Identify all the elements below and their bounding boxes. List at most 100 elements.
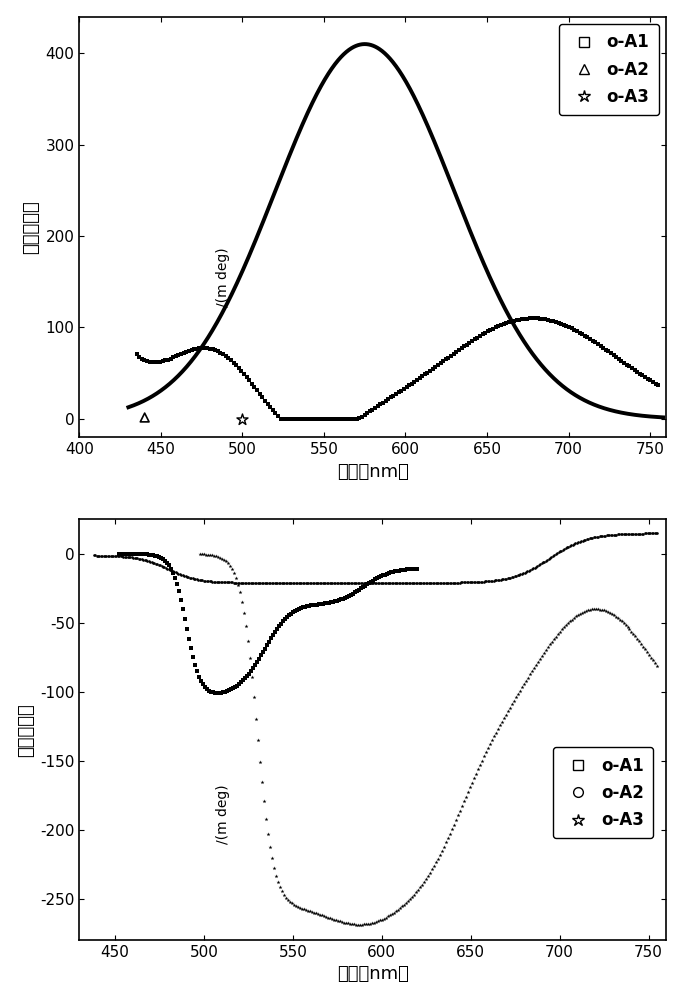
- Point: [626, 624, 637, 640]
- Point: [564, 538, 575, 554]
- Point: [614, 612, 625, 628]
- Point: [421, 871, 432, 887]
- Point: [435, 355, 446, 371]
- Point: [572, 535, 583, 551]
- Point: [345, 916, 356, 932]
- Point: [203, 573, 214, 589]
- Point: [560, 540, 571, 556]
- Point: [137, 546, 148, 562]
- Point: [519, 311, 530, 327]
- Point: [297, 575, 308, 591]
- Point: [533, 557, 544, 573]
- Point: [220, 574, 231, 590]
- Point: [357, 409, 367, 425]
- Point: [269, 860, 280, 876]
- Point: [94, 548, 104, 564]
- Point: [243, 633, 254, 649]
- Point: [497, 571, 507, 587]
- Point: [510, 689, 521, 705]
- Point: [179, 568, 190, 584]
- Point: [320, 909, 331, 925]
- Point: [561, 318, 572, 334]
- Point: [467, 574, 478, 590]
- Point: [311, 905, 322, 921]
- Point: [614, 526, 625, 542]
- Point: [409, 374, 420, 390]
- Point: [382, 908, 393, 924]
- Point: [491, 572, 502, 588]
- Point: [269, 575, 280, 591]
- Point: [567, 537, 578, 553]
- Point: [207, 574, 218, 590]
- Point: [522, 311, 533, 327]
- Point: [378, 911, 389, 927]
- Point: [233, 577, 244, 593]
- Point: [385, 575, 396, 591]
- Point: [612, 610, 623, 626]
- Point: [206, 684, 217, 700]
- Point: [525, 666, 535, 682]
- Point: [400, 562, 410, 578]
- Point: [456, 340, 467, 356]
- Point: [550, 546, 561, 562]
- Point: [584, 530, 595, 546]
- Point: [490, 572, 501, 588]
- Point: [153, 557, 164, 573]
- Point: [593, 529, 604, 545]
- Point: [563, 539, 574, 555]
- Point: [171, 565, 182, 581]
- Point: [183, 631, 194, 647]
- Point: [645, 372, 656, 388]
- Point: [515, 566, 526, 582]
- Point: [518, 565, 529, 581]
- Point: [261, 575, 272, 591]
- Point: [568, 610, 579, 626]
- Point: [303, 903, 313, 919]
- Point: [615, 526, 626, 542]
- Point: [305, 597, 316, 613]
- Point: [195, 673, 206, 689]
- Point: [514, 312, 525, 328]
- Point: [122, 549, 133, 565]
- Point: [639, 369, 650, 385]
- Point: [502, 703, 513, 719]
- Point: [325, 411, 336, 427]
- Point: [368, 575, 379, 591]
- Point: [416, 575, 427, 591]
- Point: [417, 575, 428, 591]
- Point: [529, 560, 540, 576]
- Point: [457, 574, 468, 590]
- Point: [512, 567, 523, 583]
- Point: [462, 574, 473, 590]
- Point: [348, 916, 359, 932]
- Point: [646, 650, 657, 666]
- Point: [365, 916, 376, 932]
- Point: [378, 567, 389, 583]
- Point: [186, 342, 197, 358]
- Point: [608, 347, 619, 363]
- Point: [448, 346, 459, 362]
- Point: [642, 525, 653, 541]
- Point: [357, 575, 367, 591]
- Point: [322, 910, 333, 926]
- Point: [415, 879, 426, 895]
- Point: [561, 539, 572, 555]
- Point: [508, 693, 519, 709]
- Point: [434, 575, 445, 591]
- Point: [398, 897, 409, 913]
- Point: [631, 526, 642, 542]
- Point: [301, 902, 311, 918]
- Point: [328, 594, 339, 610]
- Point: [447, 821, 458, 837]
- Point: [193, 669, 204, 685]
- Point: [231, 570, 242, 586]
- Point: [265, 399, 276, 415]
- Point: [604, 605, 615, 621]
- Point: [141, 552, 152, 568]
- Point: [628, 526, 639, 542]
- Point: [157, 353, 168, 369]
- Point: [596, 528, 607, 544]
- Point: [374, 569, 385, 585]
- Point: [499, 710, 510, 726]
- Point: [453, 575, 464, 591]
